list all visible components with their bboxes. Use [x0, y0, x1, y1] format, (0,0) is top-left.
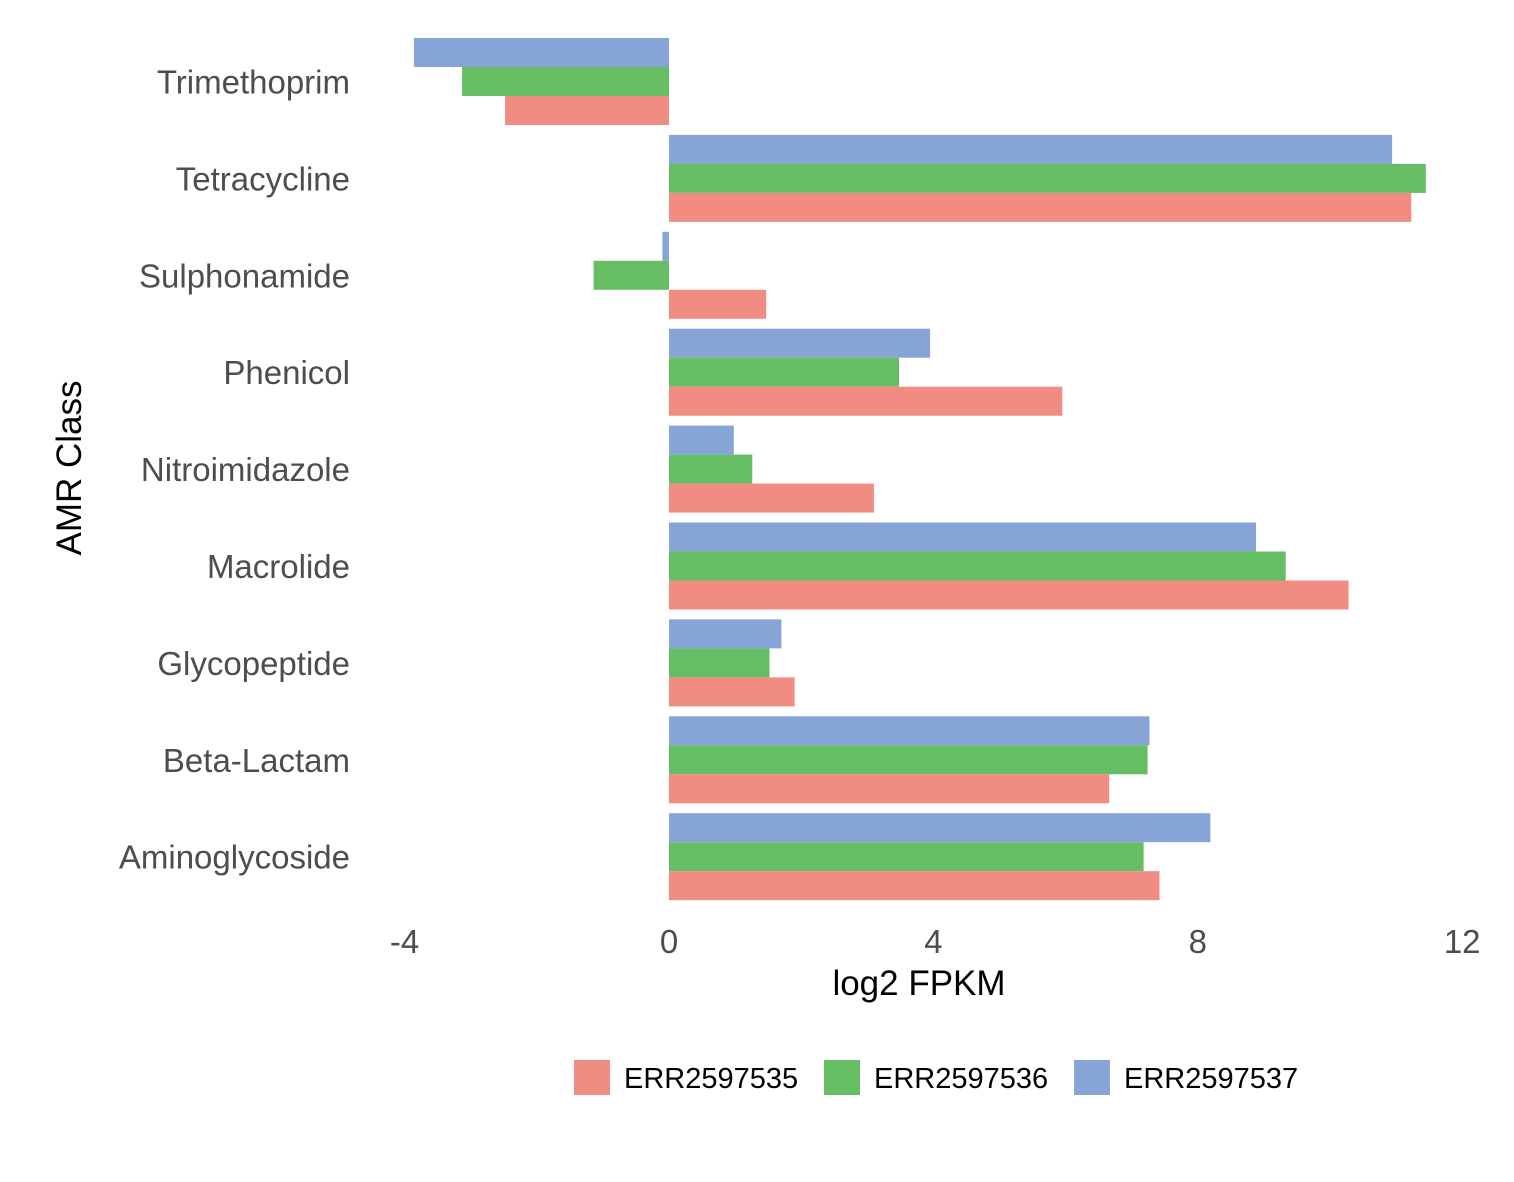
bar-macrolide-err2597536	[669, 551, 1286, 581]
category-label: Beta-Lactam	[163, 742, 350, 779]
bar-trimethoprim-err2597537	[413, 38, 669, 67]
bar-beta-lactam-err2597537	[669, 716, 1150, 746]
x-tick-label: -4	[390, 923, 419, 960]
x-axis-title: log2 FPKM	[832, 964, 1005, 1003]
legend: ERR2597535 ERR2597536 ERR2597537	[574, 1060, 1298, 1095]
category-label: Tetracycline	[176, 160, 350, 197]
bar-glycopeptide-err2597537	[669, 619, 782, 649]
bar-aminoglycoside-err2597536	[669, 842, 1144, 872]
legend-label: ERR2597537	[1124, 1063, 1298, 1095]
bar-tetracycline-err2597535	[669, 192, 1412, 222]
bar-nitroimidazole-err2597535	[669, 483, 874, 513]
bars-layer	[413, 38, 1426, 901]
bar-sulphonamide-err2597535	[669, 289, 767, 319]
legend-label: ERR2597535	[624, 1063, 798, 1095]
bar-aminoglycoside-err2597535	[669, 871, 1160, 901]
category-label: Glycopeptide	[157, 645, 350, 682]
legend-label: ERR2597536	[874, 1063, 1048, 1095]
category-label: Nitroimidazole	[141, 451, 350, 488]
bar-phenicol-err2597535	[669, 386, 1063, 416]
category-label: Sulphonamide	[139, 257, 350, 294]
bar-glycopeptide-err2597536	[669, 648, 770, 678]
bar-nitroimidazole-err2597536	[669, 454, 753, 484]
x-tick-label: 12	[1444, 923, 1481, 960]
category-labels: Trimethoprim Tetracycline Sulphonamide Phen…	[119, 64, 350, 876]
bar-glycopeptide-err2597535	[669, 677, 795, 707]
x-tick-label: 8	[1189, 923, 1207, 960]
bar-sulphonamide-err2597537	[662, 231, 669, 261]
bar-beta-lactam-err2597536	[669, 745, 1148, 775]
bar-tetracycline-err2597536	[669, 163, 1426, 193]
bar-macrolide-err2597537	[669, 522, 1256, 552]
category-label: Phenicol	[223, 354, 350, 391]
y-axis-title: AMR Class	[50, 380, 89, 555]
category-label: Trimethoprim	[157, 64, 350, 101]
bar-aminoglycoside-err2597537	[669, 813, 1211, 843]
category-label: Macrolide	[207, 548, 350, 585]
legend-swatch-err2597537	[1074, 1060, 1110, 1095]
bar-phenicol-err2597536	[669, 357, 899, 387]
bar-beta-lactam-err2597535	[669, 774, 1110, 804]
legend-swatch-err2597536	[824, 1060, 860, 1095]
bar-nitroimidazole-err2597537	[669, 425, 734, 455]
x-tick-label: 0	[660, 923, 678, 960]
bar-phenicol-err2597537	[669, 328, 931, 358]
category-label: Aminoglycoside	[119, 839, 350, 876]
legend-swatch-err2597535	[574, 1060, 610, 1095]
bar-sulphonamide-err2597536	[593, 260, 669, 290]
bar-trimethoprim-err2597535	[505, 96, 669, 125]
bar-trimethoprim-err2597536	[462, 67, 669, 96]
x-tick-label: 4	[924, 923, 942, 960]
bar-tetracycline-err2597537	[669, 134, 1393, 164]
x-tick-labels: -4 0 4 8 12	[390, 923, 1481, 960]
bar-macrolide-err2597535	[669, 580, 1349, 610]
